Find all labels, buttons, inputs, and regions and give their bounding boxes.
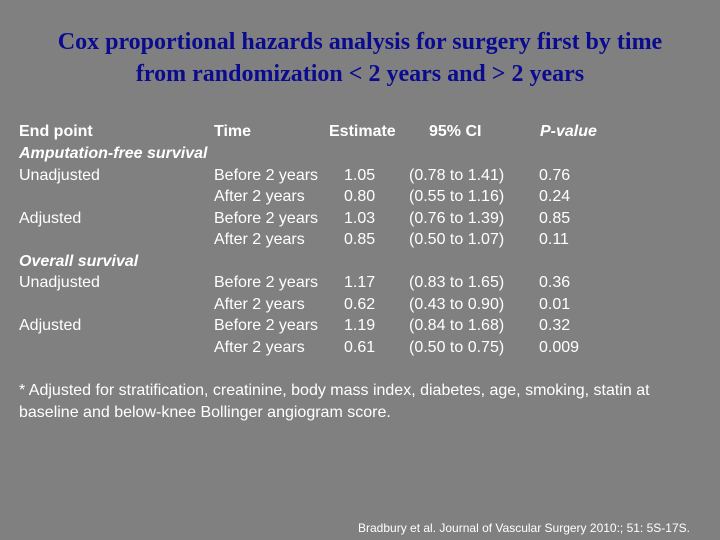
cell-estimate: 0.80: [344, 188, 376, 205]
table-row: Unadjusted Before 2 years 1.05 (0.78 to …: [19, 165, 699, 187]
header-end-point: End point: [19, 123, 93, 140]
section-label-amputation-free: Amputation-free survival: [19, 145, 208, 162]
cell-estimate: 0.85: [344, 231, 376, 248]
slide-title-line-2: from randomization < 2 years and > 2 yea…: [135, 61, 585, 87]
cell-pvalue: 0.76: [539, 166, 571, 184]
cell-ci: (0.43 to 0.90): [409, 295, 505, 313]
table-row: Adjusted Before 2 years 1.03 (0.76 to 1.…: [19, 208, 699, 230]
cell-ci: (0.50 to 0.75): [409, 338, 505, 356]
cell-time: Before 2 years: [214, 274, 319, 291]
cell-group: Unadjusted: [19, 274, 100, 291]
cell-time: After 2 years: [214, 188, 305, 205]
table-row: After 2 years 0.85 (0.50 to 1.07) 0.11: [19, 229, 699, 251]
section-label-row: Amputation-free survival: [19, 143, 699, 165]
cell-pvalue: 0.32: [539, 317, 571, 334]
cell-estimate: 0.61: [344, 338, 376, 356]
table-row: Unadjusted Before 2 years 1.17 (0.83 to …: [19, 272, 699, 294]
cell-pvalue: 0.11: [539, 231, 569, 248]
slide-title-line-1: Cox proportional hazards analysis for su…: [57, 29, 663, 55]
cell-ci: (0.50 to 1.07): [409, 231, 505, 248]
cell-ci: (0.55 to 1.16): [409, 188, 505, 205]
cell-ci: (0.76 to 1.39): [409, 209, 505, 227]
table-row: After 2 years 0.62 (0.43 to 0.90) 0.01: [19, 294, 699, 316]
cell-time: Before 2 years: [214, 317, 319, 334]
citation: Bradbury et al. Journal of Vascular Surg…: [358, 521, 690, 535]
header-estimate: Estimate: [329, 123, 396, 140]
hazards-table: End point Time Estimate 95% CI P-value A…: [19, 121, 699, 358]
cell-time: Before 2 years: [214, 166, 319, 184]
cell-time: Before 2 years: [214, 209, 319, 227]
cell-pvalue: 0.24: [539, 188, 571, 205]
cell-time: After 2 years: [214, 338, 305, 356]
table-row: After 2 years 0.80 (0.55 to 1.16) 0.24: [19, 186, 699, 208]
table-row: After 2 years 0.61 (0.50 to 0.75) 0.009: [19, 337, 699, 359]
slide-title: Cox proportional hazards analysis for su…: [0, 26, 720, 90]
cell-ci: (0.83 to 1.65): [409, 274, 505, 291]
cell-ci: (0.78 to 1.41): [409, 166, 505, 184]
table-row: Adjusted Before 2 years 1.19 (0.84 to 1.…: [19, 315, 699, 337]
header-pvalue: P-value: [540, 121, 597, 143]
cell-pvalue: 0.36: [539, 274, 571, 291]
cell-ci: (0.84 to 1.68): [409, 317, 505, 334]
cell-time: After 2 years: [214, 295, 305, 313]
cell-estimate: 0.62: [344, 295, 376, 313]
cell-pvalue: 0.009: [539, 338, 580, 356]
header-ci: 95% CI: [429, 123, 482, 140]
table-header-row: End point Time Estimate 95% CI P-value: [19, 121, 699, 143]
cell-group: Unadjusted: [19, 166, 100, 184]
section-label-row: Overall survival: [19, 251, 699, 273]
cell-estimate: 1.17: [344, 274, 376, 291]
header-pvalue-text: P-value: [540, 123, 597, 140]
cell-time: After 2 years: [214, 231, 305, 248]
section-label-overall-survival: Overall survival: [19, 252, 139, 270]
cell-pvalue: 0.01: [539, 295, 571, 313]
cell-estimate: 1.19: [344, 317, 376, 334]
footnote: * Adjusted for stratification, creatinin…: [19, 382, 650, 421]
cell-group: Adjusted: [19, 317, 82, 334]
cell-pvalue: 0.85: [539, 209, 571, 227]
cell-group: Adjusted: [19, 209, 82, 227]
cell-estimate: 1.03: [344, 209, 376, 227]
header-time: Time: [214, 123, 252, 140]
cell-estimate: 1.05: [344, 166, 376, 184]
